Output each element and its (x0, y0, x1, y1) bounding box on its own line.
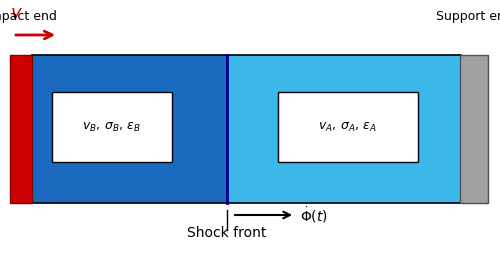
Text: $v_A,\, \sigma_A,\, \varepsilon_A$: $v_A,\, \sigma_A,\, \varepsilon_A$ (318, 120, 378, 134)
Text: $v_B,\, \sigma_B,\, \varepsilon_B$: $v_B,\, \sigma_B,\, \varepsilon_B$ (82, 120, 142, 134)
Bar (227, 55, 461, 203)
Bar (10, 55, 32, 203)
Bar (52, 92, 172, 162)
Text: $\dot{\Phi}(t)$: $\dot{\Phi}(t)$ (300, 205, 328, 225)
Bar (278, 92, 418, 162)
Text: Impact end: Impact end (0, 10, 56, 23)
Text: $v$: $v$ (10, 4, 23, 22)
Bar (32, 55, 227, 203)
Text: Support end: Support end (436, 10, 500, 23)
Text: Shock front: Shock front (188, 226, 266, 240)
Bar (460, 55, 488, 203)
